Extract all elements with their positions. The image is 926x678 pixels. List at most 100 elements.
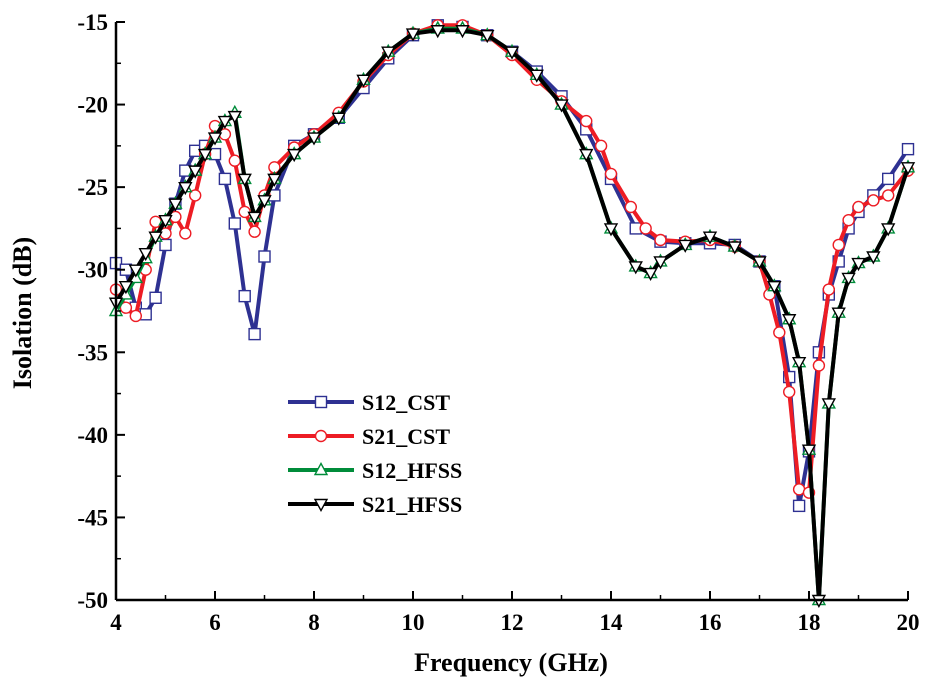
data-point <box>842 213 855 227</box>
data-point <box>628 261 643 275</box>
data-point <box>118 281 134 295</box>
y-tick-label: -20 <box>77 93 108 118</box>
data-point <box>504 46 520 60</box>
data-point <box>257 195 272 209</box>
x-tick-label: 12 <box>501 610 524 635</box>
data-point <box>430 25 445 39</box>
data-point <box>188 165 203 179</box>
data-point <box>792 499 806 513</box>
data-point <box>867 194 880 207</box>
data-point <box>702 231 718 245</box>
data-point <box>831 307 846 321</box>
data-point <box>217 115 233 130</box>
data-point <box>306 132 322 146</box>
data-point <box>248 225 261 238</box>
data-point <box>821 398 836 412</box>
data-point <box>405 28 421 42</box>
data-point <box>178 181 193 196</box>
y-axis-title: Isolation (dB) <box>8 237 37 389</box>
data-point <box>900 162 916 176</box>
legend-label: S21_CST <box>362 424 450 449</box>
data-point <box>188 189 202 202</box>
data-point <box>783 385 796 399</box>
data-point <box>179 164 192 177</box>
data-point <box>554 99 569 113</box>
data-point <box>773 326 786 339</box>
y-tick-label: -40 <box>77 423 108 448</box>
data-point <box>356 74 371 88</box>
data-point <box>901 142 915 156</box>
data-point <box>139 308 152 321</box>
y-tick-label: -30 <box>77 258 108 283</box>
data-point <box>727 241 742 255</box>
data-point <box>851 257 866 272</box>
data-point <box>812 359 826 372</box>
legend-label: S12_HFSS <box>362 458 462 483</box>
data-point <box>882 189 895 202</box>
data-point <box>267 173 282 187</box>
series-s21-cst <box>109 19 915 499</box>
data-point <box>148 231 163 245</box>
data-point <box>752 256 767 270</box>
y-tick-label: -25 <box>77 175 108 200</box>
series-s12-hfss <box>108 20 916 606</box>
data-point <box>832 238 845 252</box>
data-point <box>149 291 162 304</box>
x-tick-label: 16 <box>699 610 722 635</box>
tick-layer: 4 6 8 10 12 14 16 18 20 -15 -20 -25 -30 -35 -40 -45 -50 <box>77 10 919 635</box>
x-tick-label: 6 <box>209 610 221 635</box>
y-tick-label: -15 <box>77 10 108 35</box>
data-point <box>227 110 242 125</box>
data-point <box>529 69 544 83</box>
series-s21-hfss <box>108 25 916 608</box>
x-tick-label: 20 <box>897 610 920 635</box>
x-tick-label: 4 <box>110 610 122 635</box>
legend-marker <box>313 498 329 512</box>
data-point <box>594 139 608 153</box>
x-tick-label: 18 <box>798 610 821 635</box>
data-point <box>207 132 223 146</box>
data-point <box>119 301 133 314</box>
data-point <box>287 148 302 163</box>
data-point <box>643 267 658 281</box>
data-point <box>179 227 192 240</box>
legend-label: S12_CST <box>362 390 450 415</box>
data-point <box>822 283 835 296</box>
legend-marker <box>313 462 329 476</box>
legend-entry: S21_CST <box>288 424 450 449</box>
data-point <box>791 356 807 371</box>
data-point <box>881 223 896 237</box>
series-line <box>114 23 910 495</box>
data-point <box>767 281 782 295</box>
data-point <box>247 211 262 225</box>
data-point <box>654 233 667 247</box>
data-point <box>624 200 637 214</box>
series-layer <box>108 19 916 608</box>
data-point <box>138 247 153 262</box>
data-point <box>801 444 817 458</box>
data-point <box>841 272 856 286</box>
data-point <box>158 214 173 229</box>
data-point <box>882 172 895 186</box>
data-point <box>228 154 242 167</box>
y-tick-label: -50 <box>77 588 108 613</box>
data-point <box>381 46 396 60</box>
data-point <box>129 309 143 323</box>
data-point <box>852 200 865 214</box>
legend: S12_CST S21_CST S12_HFSS S21_HFSS <box>288 390 462 517</box>
data-point <box>237 173 252 187</box>
data-point <box>331 112 346 126</box>
x-axis-title: Frequency (GHz) <box>414 648 608 677</box>
data-point <box>128 264 143 278</box>
data-point <box>604 167 618 181</box>
data-point <box>639 222 652 235</box>
x-tick-label: 10 <box>402 610 425 635</box>
data-point <box>228 217 242 230</box>
series-line <box>114 23 910 508</box>
x-tick-label: 8 <box>308 610 320 635</box>
data-point <box>455 25 470 39</box>
legend-entry: S12_HFSS <box>288 458 462 483</box>
data-point <box>149 215 162 229</box>
legend-entry: S21_HFSS <box>288 492 462 517</box>
